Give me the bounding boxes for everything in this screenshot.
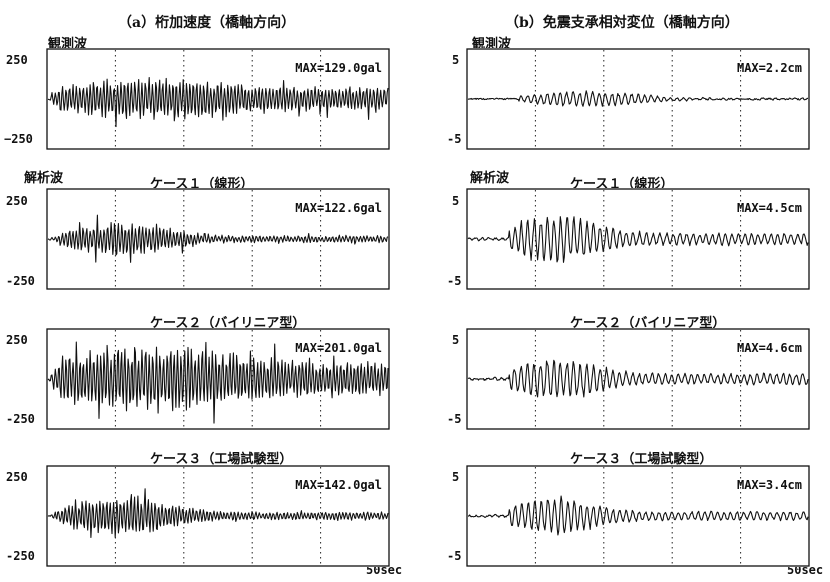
b-2-waveform <box>468 217 808 263</box>
b-panel4-ymin: -5 <box>447 549 461 563</box>
plot-b-1: MAX=2.2cm <box>466 48 810 150</box>
plot-a-1: MAX=129.0gal <box>46 48 390 150</box>
b-panel4-ymax: 5 <box>452 470 459 484</box>
b-4-svg: MAX=3.4cm <box>466 465 810 567</box>
a-panel3-ymax: 250 <box>6 333 28 347</box>
plot-b-3: MAX=4.6cm <box>466 328 810 430</box>
a-3-svg: MAX=201.0gal <box>46 328 390 430</box>
plot-a-4: MAX=142.0gal <box>46 465 390 567</box>
b-2-max-label: MAX=4.5cm <box>737 201 802 215</box>
a-2-waveform <box>48 215 388 262</box>
a-3-max-label: MAX=201.0gal <box>295 341 382 355</box>
b-1-waveform <box>468 91 808 107</box>
b-panel2-label: 解析波 <box>470 167 509 186</box>
b-panel3-ymax: 5 <box>452 333 459 347</box>
a-4-svg: MAX=142.0gal <box>46 465 390 567</box>
column-a-title: （a）桁加速度（橋軸方向） <box>118 12 295 32</box>
plot-b-4: MAX=3.4cm <box>466 465 810 567</box>
a-panel2-ymin: -250 <box>6 274 35 288</box>
a-panel4-ymin: -250 <box>6 549 35 563</box>
a-4-waveform <box>48 489 388 538</box>
a-panel2-ymax: 250 <box>6 194 28 208</box>
b-panel1-ymin: -5 <box>447 132 461 146</box>
a-panel2-label: 解析波 <box>24 167 63 186</box>
a-2-max-label: MAX=122.6gal <box>295 201 382 215</box>
a-panel4-ymax: 250 <box>6 470 28 484</box>
b-panel2-ymax: 5 <box>452 194 459 208</box>
a-1-waveform <box>48 78 388 127</box>
a-panel3-ymin: -250 <box>6 412 35 426</box>
column-b-title: （b）免震支承相対変位（橋軸方向） <box>505 12 739 32</box>
b-1-max-label: MAX=2.2cm <box>737 61 802 75</box>
plot-a-2: MAX=122.6gal <box>46 188 390 290</box>
b-3-svg: MAX=4.6cm <box>466 328 810 430</box>
a-panel1-ymin: −250 <box>4 132 33 146</box>
b-1-svg: MAX=2.2cm <box>466 48 810 150</box>
a-panel1-ymax: 250 <box>6 53 28 67</box>
b-4-waveform <box>468 496 808 535</box>
b-panel2-ymin: -5 <box>447 274 461 288</box>
b-panel3-ymin: -5 <box>447 412 461 426</box>
b-4-max-label: MAX=3.4cm <box>737 478 802 492</box>
a-1-max-label: MAX=129.0gal <box>295 61 382 75</box>
b-2-svg: MAX=4.5cm <box>466 188 810 290</box>
b-3-max-label: MAX=4.6cm <box>737 341 802 355</box>
a-1-svg: MAX=129.0gal <box>46 48 390 150</box>
a-4-max-label: MAX=142.0gal <box>295 478 382 492</box>
plot-a-3: MAX=201.0gal <box>46 328 390 430</box>
b-panel1-ymax: 5 <box>452 53 459 67</box>
plot-b-2: MAX=4.5cm <box>466 188 810 290</box>
a-2-svg: MAX=122.6gal <box>46 188 390 290</box>
b-3-waveform <box>468 360 808 397</box>
